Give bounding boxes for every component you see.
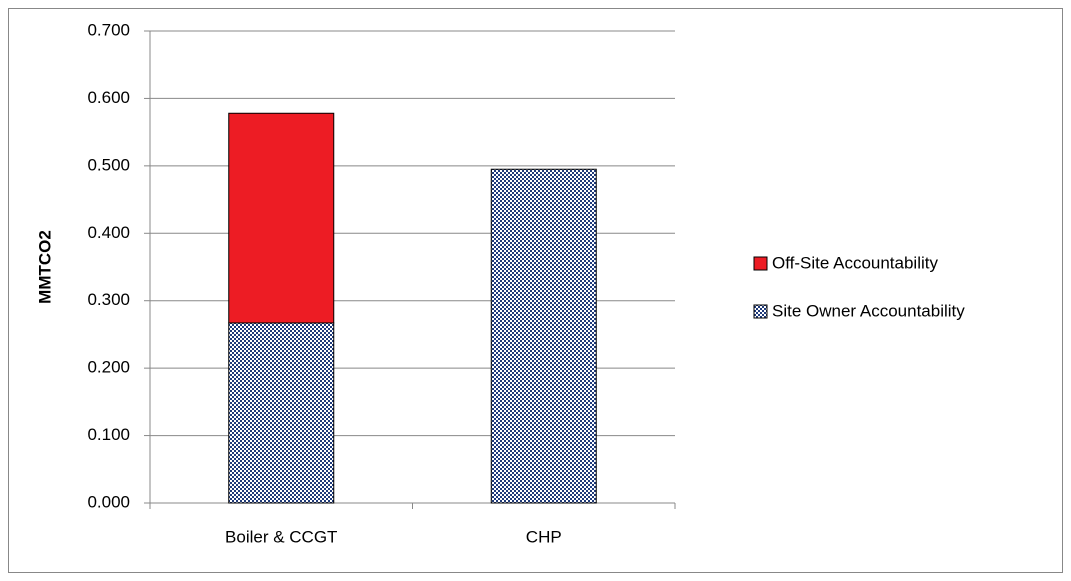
y-tick-label: 0.700: [87, 20, 130, 39]
bar-segment: [228, 322, 335, 504]
y-tick-label: 0.600: [87, 88, 130, 107]
legend-swatch: [753, 304, 768, 319]
x-tick-label: CHP: [526, 527, 562, 546]
legend-label: Off-Site Accountability: [772, 253, 938, 272]
y-tick-label: 0.400: [87, 223, 130, 242]
bar-segment: [228, 112, 335, 324]
y-tick-label: 0.100: [87, 425, 130, 444]
y-tick-label: 0.000: [87, 492, 130, 511]
y-tick-label: 0.200: [87, 358, 130, 377]
legend-swatch: [753, 256, 768, 271]
legend-label: Site Owner Accountability: [772, 301, 965, 320]
y-tick-label: 0.300: [87, 290, 130, 309]
x-tick-label: Boiler & CCGT: [225, 527, 337, 546]
bar-segment: [490, 168, 597, 504]
y-axis-label: MMTCO2: [35, 230, 54, 304]
y-tick-label: 0.500: [87, 155, 130, 174]
